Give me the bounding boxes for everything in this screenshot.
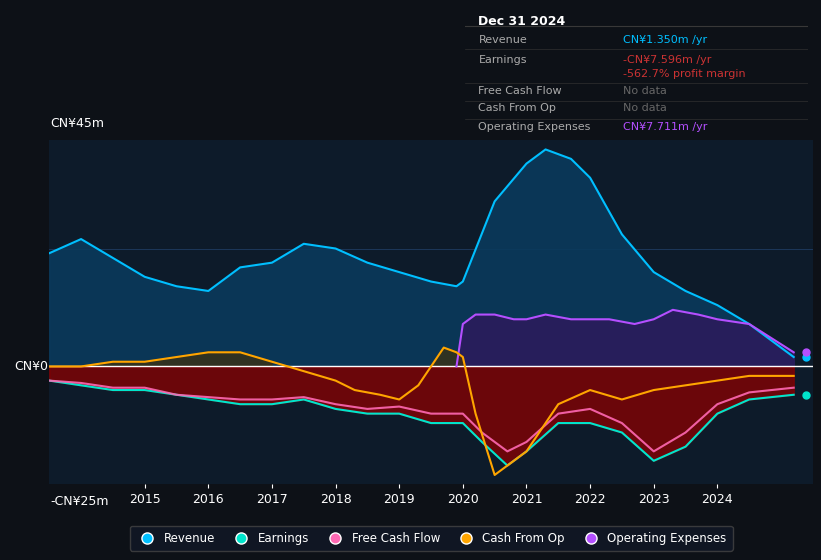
Text: No data: No data <box>622 104 667 114</box>
Text: No data: No data <box>622 86 667 96</box>
Text: Cash From Op: Cash From Op <box>479 104 557 114</box>
Text: Operating Expenses: Operating Expenses <box>479 122 591 132</box>
Text: -562.7% profit margin: -562.7% profit margin <box>622 69 745 79</box>
Text: -CN¥7.596m /yr: -CN¥7.596m /yr <box>622 55 711 65</box>
Legend: Revenue, Earnings, Free Cash Flow, Cash From Op, Operating Expenses: Revenue, Earnings, Free Cash Flow, Cash … <box>130 526 732 551</box>
Text: Earnings: Earnings <box>479 55 527 65</box>
Text: CN¥7.711m /yr: CN¥7.711m /yr <box>622 122 707 132</box>
Text: CN¥45m: CN¥45m <box>50 116 104 130</box>
Text: CN¥1.350m /yr: CN¥1.350m /yr <box>622 35 707 45</box>
Text: -CN¥25m: -CN¥25m <box>50 494 108 508</box>
Text: Free Cash Flow: Free Cash Flow <box>479 86 562 96</box>
Text: CN¥0: CN¥0 <box>15 360 48 373</box>
Text: Dec 31 2024: Dec 31 2024 <box>479 15 566 28</box>
Text: Revenue: Revenue <box>479 35 527 45</box>
